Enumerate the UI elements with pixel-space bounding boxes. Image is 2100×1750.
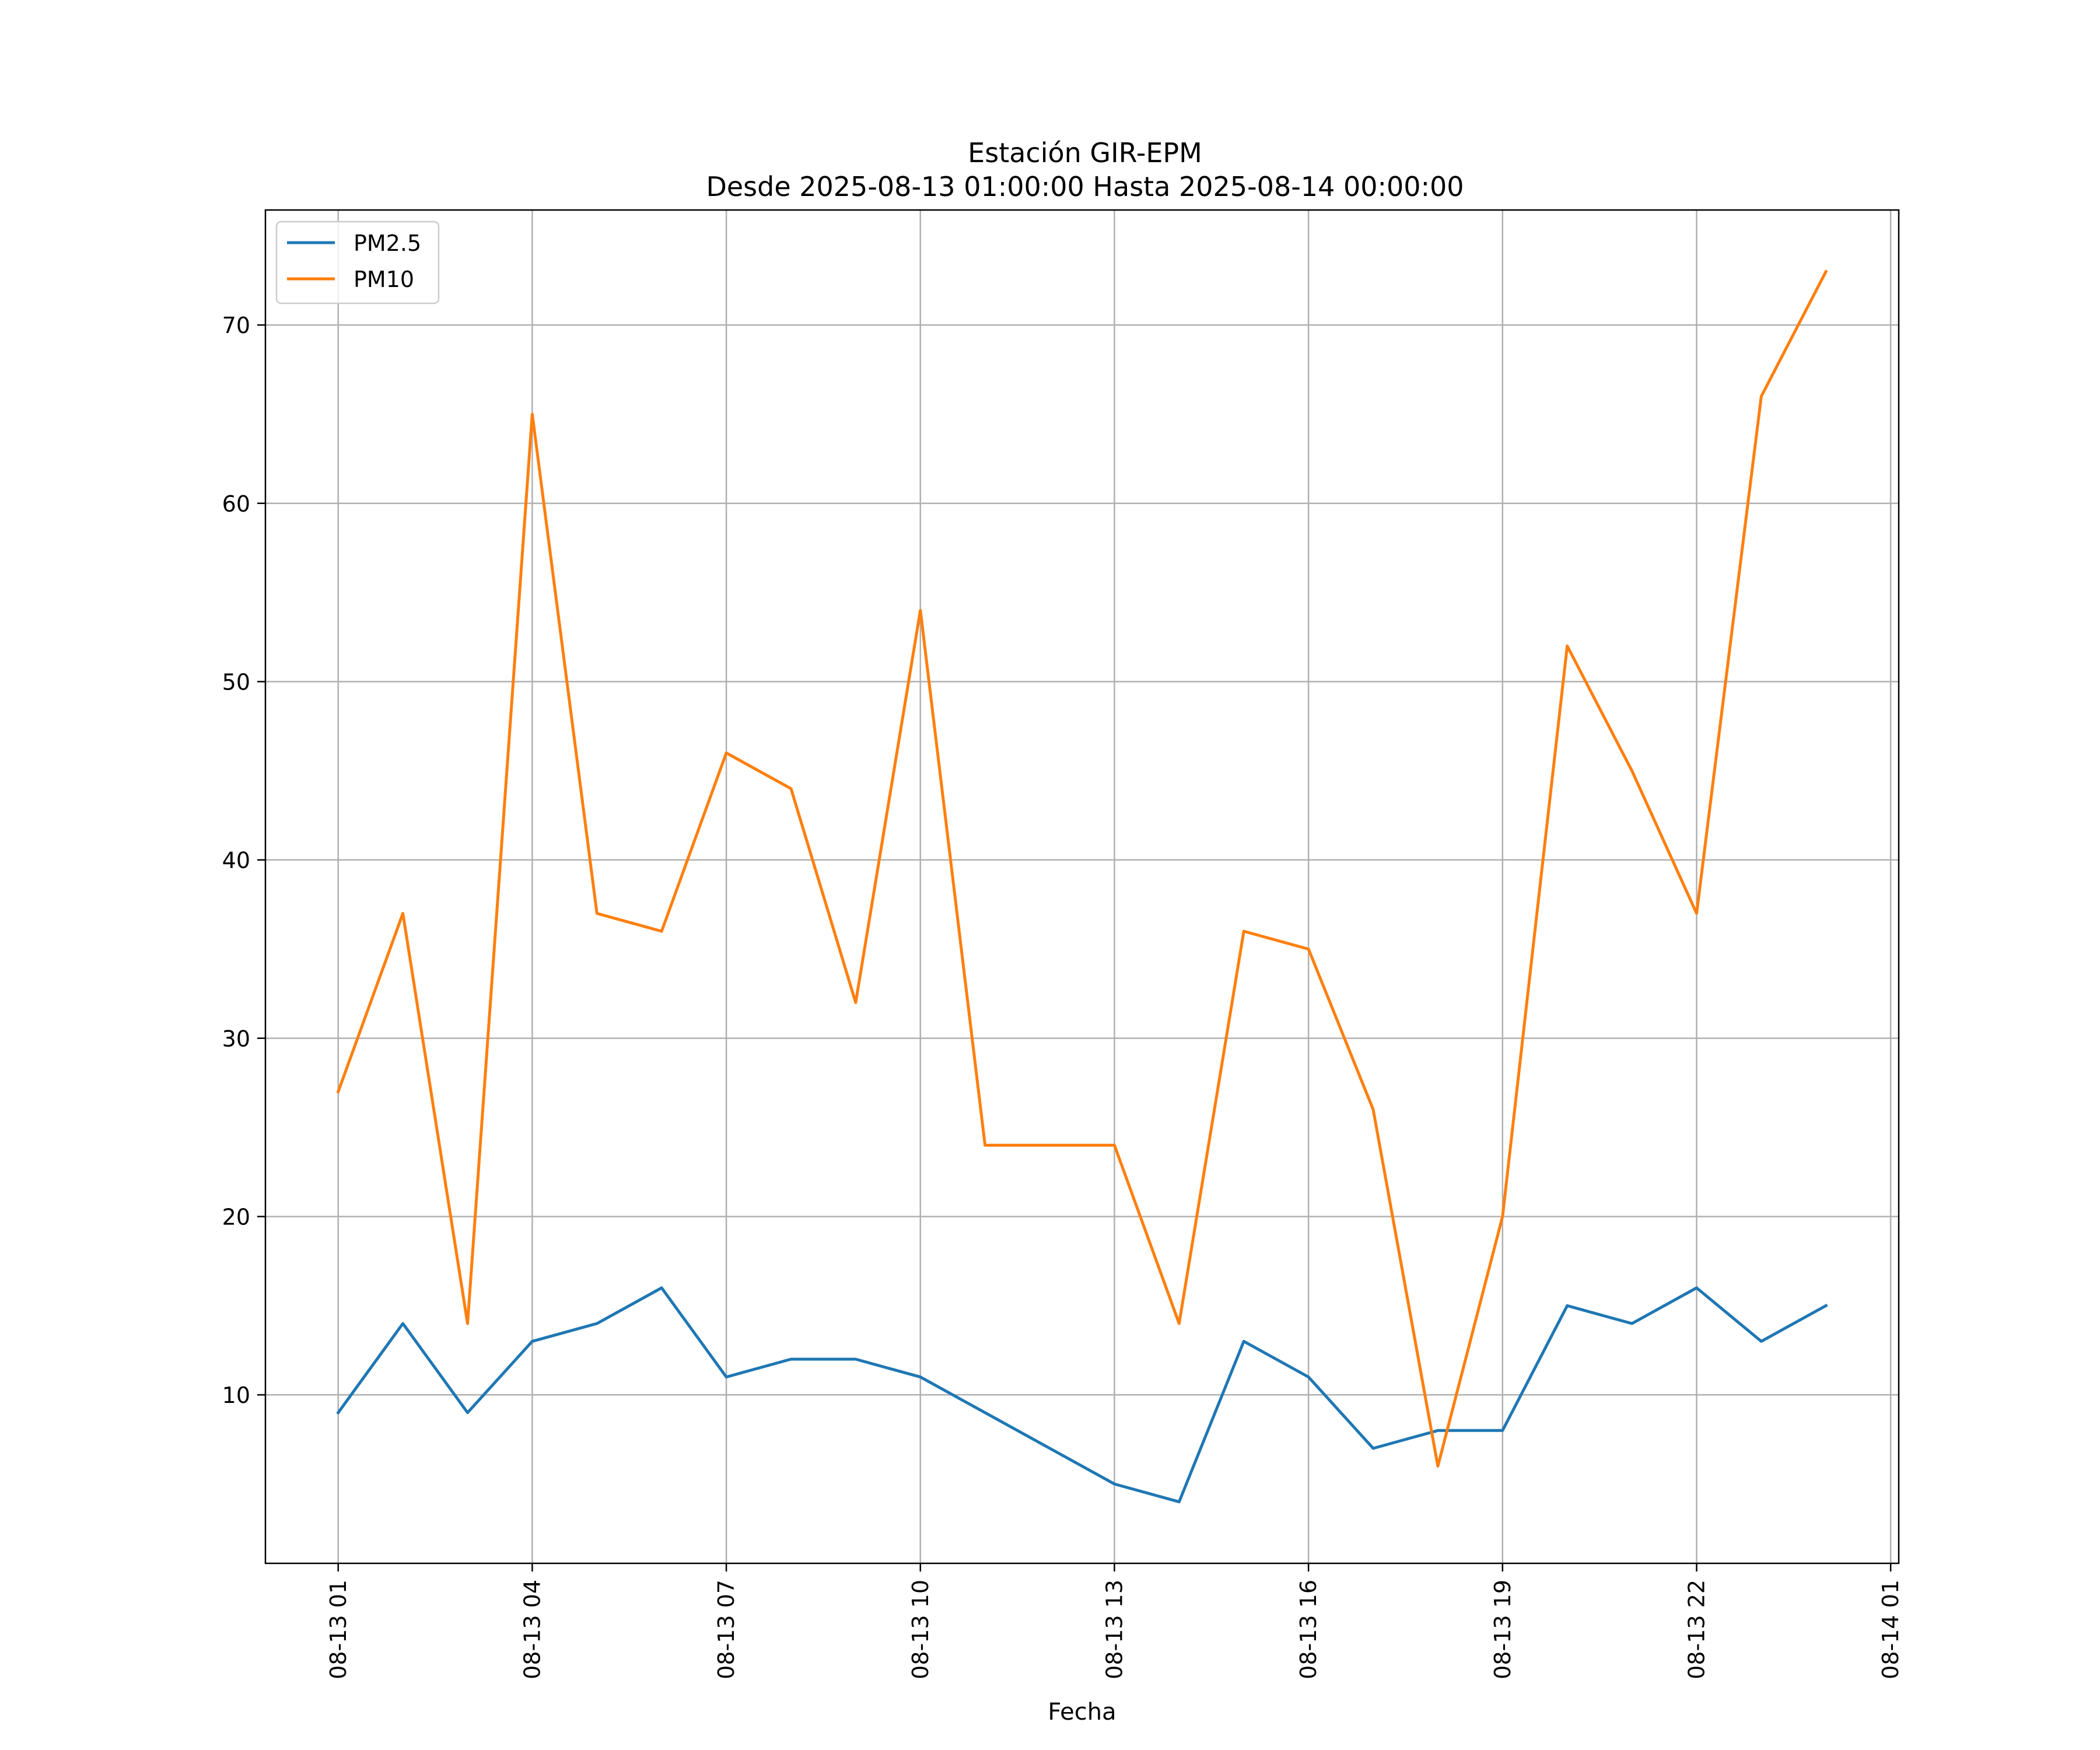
y-tick-label: 10 — [222, 1382, 250, 1408]
legend: PM2.5 PM10 — [275, 220, 440, 304]
legend-label-pm25: PM2.5 — [354, 230, 421, 256]
x-tick-label: 08-13 07 — [713, 1580, 739, 1679]
x-tick-label: 08-13 10 — [908, 1580, 933, 1679]
chart-title: Estación GIR-EPM — [968, 137, 1202, 169]
series-lines — [336, 270, 1828, 1504]
y-tick-label: 30 — [222, 1026, 250, 1052]
plot-frame — [264, 209, 1900, 1564]
y-tick-label: 50 — [222, 669, 250, 695]
grid — [265, 210, 1899, 1563]
x-axis-ticks: 08-13 01 08-13 04 08-13 07 08-13 10 08-13 13… — [326, 1563, 1903, 1679]
y-axis-ticks: 10 20 30 40 50 60 70 — [222, 313, 265, 1408]
x-tick-label: 08-13 19 — [1490, 1580, 1516, 1679]
y-tick-label: 20 — [222, 1204, 250, 1230]
x-tick-label: 08-13 22 — [1684, 1580, 1709, 1679]
y-tick-label: 40 — [222, 848, 250, 873]
y-tick-label: 70 — [222, 313, 250, 338]
y-tick-label: 60 — [222, 491, 250, 517]
chart-subtitle: Desde 2025-08-13 01:00:00 Hasta 2025-08-… — [706, 171, 1464, 202]
series-line-pm10 — [336, 270, 1828, 1468]
x-tick-label: 08-13 04 — [519, 1580, 545, 1679]
legend-label-pm10: PM10 — [354, 267, 414, 292]
series-line-pm25 — [336, 1286, 1828, 1504]
x-tick-label: 08-14 01 — [1878, 1580, 1903, 1679]
x-tick-label: 08-13 16 — [1296, 1580, 1321, 1679]
x-axis-label: Fecha — [1048, 1699, 1116, 1726]
x-tick-label: 08-13 01 — [326, 1580, 351, 1679]
x-tick-label: 08-13 13 — [1101, 1580, 1127, 1679]
